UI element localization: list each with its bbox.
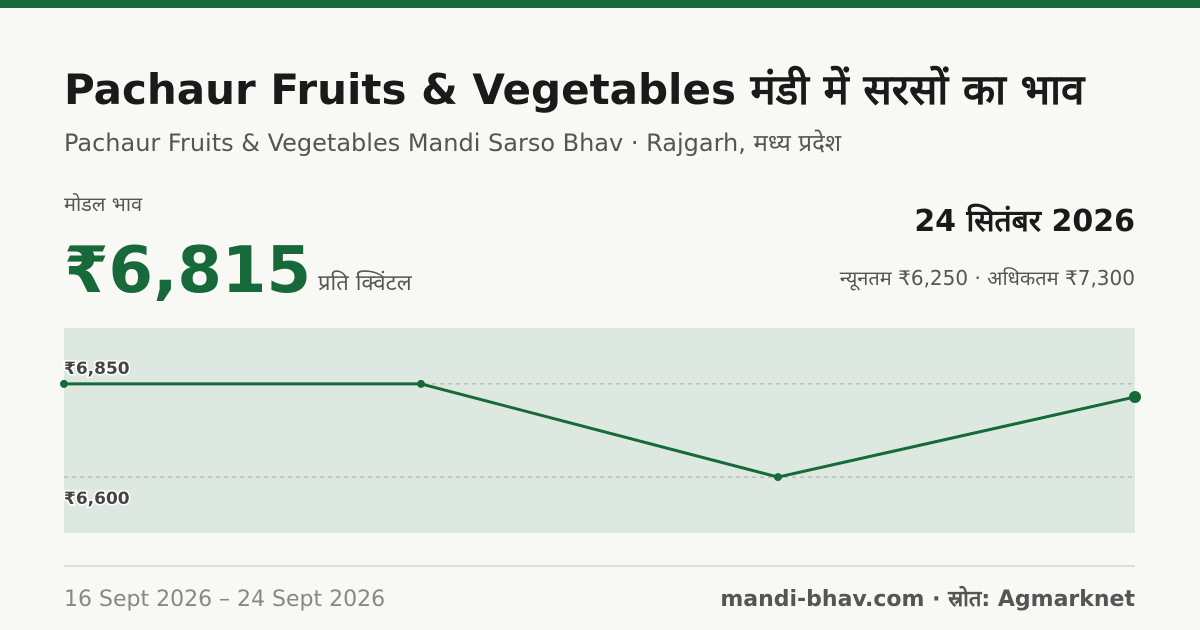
period: 16 Sept 2026 – 24 Sept 2026 [64,587,385,612]
top-bar [0,0,1200,8]
point [1129,390,1141,403]
price-value: ₹6,815 [64,234,311,308]
price-range: न्यूनतम ₹6,250 · अधिकतम ₹7,300 [840,266,1135,291]
point [774,473,782,482]
date: 24 सितंबर 2026 [914,203,1135,239]
price-label: मोडल भाव [64,192,143,216]
y-tick-label: ₹6,850 [64,359,130,379]
subtitle: Pachaur Fruits & Vegetables Mandi Sarso … [64,129,842,157]
line [64,382,1136,479]
y-tick-label: ₹6,600 [64,489,130,509]
point [417,379,425,388]
point [60,379,68,388]
price-unit: प्रति क्विंटल [318,270,413,296]
title: Pachaur Fruits & Vegetables मंडी में सरस… [64,65,1086,114]
source: mandi-bhav.com · स्रोत: Agmarknet [720,585,1135,612]
